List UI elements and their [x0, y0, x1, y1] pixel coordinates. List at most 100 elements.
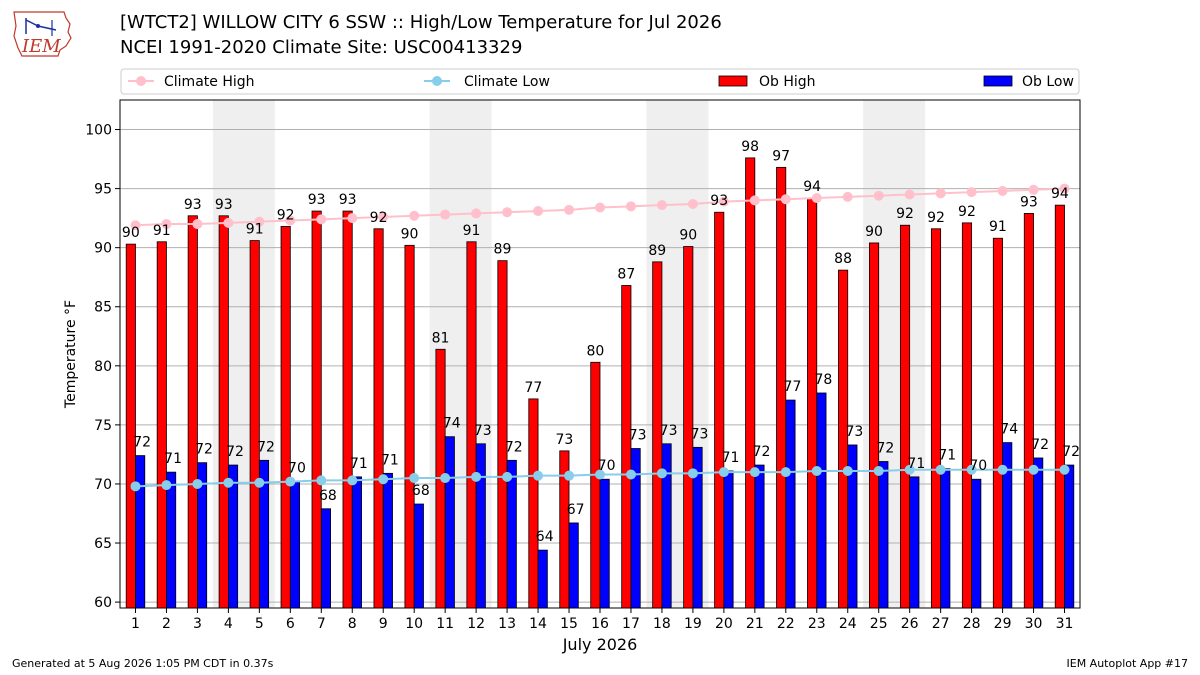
- ob-low-label: 71: [350, 456, 368, 472]
- climate-high-point: [471, 208, 482, 219]
- x-tick-label: 16: [591, 616, 609, 632]
- x-tick-label: 7: [317, 616, 326, 632]
- ob-high-label: 93: [215, 197, 233, 213]
- climate-low-point: [564, 470, 575, 481]
- ob-low-label: 71: [164, 451, 182, 467]
- climate-high-point: [718, 196, 729, 207]
- ob-low-bar: [661, 443, 672, 609]
- ob-low-bar: [909, 476, 920, 609]
- x-tick-label: 31: [1056, 616, 1074, 632]
- ob-high-label: 90: [679, 227, 697, 243]
- climate-high-point: [749, 195, 760, 206]
- ob-high-bar: [187, 215, 198, 609]
- ob-high-label: 87: [617, 266, 635, 282]
- climate-low-point: [595, 469, 605, 480]
- climate-low-point: [904, 464, 915, 475]
- ob-high-label: 92: [958, 204, 976, 220]
- chart-subtitle: NCEI 1991-2020 Climate Site: USC00413329: [120, 37, 523, 58]
- x-tick-label: 26: [901, 616, 919, 632]
- ob-low-label: 72: [1031, 437, 1049, 453]
- ob-high-bar: [342, 210, 353, 609]
- ob-low-bar: [754, 464, 765, 609]
- ob-low-bar: [599, 478, 610, 609]
- ob-low-bar: [382, 472, 393, 609]
- ob-low-bar: [940, 468, 951, 609]
- climate-high-point: [997, 185, 1008, 196]
- climate-high-point: [1028, 184, 1039, 195]
- x-tick-label: 28: [963, 616, 981, 632]
- ob-low-bar: [1064, 464, 1075, 609]
- climate-low-point: [161, 480, 172, 491]
- ob-low-bar: [444, 436, 455, 609]
- ob-low-bar: [537, 549, 548, 609]
- x-tick-label: 17: [622, 616, 640, 632]
- climate-high-point: [192, 219, 203, 230]
- climate-low-point: [935, 464, 946, 475]
- ob-low-label: 72: [195, 442, 213, 458]
- ob-high-label: 91: [153, 223, 171, 239]
- ob-low-label: 72: [133, 435, 151, 451]
- climate-low-point: [842, 465, 853, 476]
- x-tick-label: 18: [653, 616, 671, 632]
- climate-high-point: [564, 204, 575, 215]
- climate-low-point: [378, 474, 389, 485]
- climate-low-point: [254, 477, 265, 488]
- ob-low-label: 74: [1000, 422, 1018, 438]
- ob-low-label: 72: [257, 439, 275, 455]
- ob-high-label: 93: [1020, 194, 1038, 210]
- ob-high-bar: [311, 210, 322, 609]
- climate-low-point: [687, 468, 698, 479]
- y-tick-label: 75: [94, 418, 112, 434]
- climate-high-point: [1059, 183, 1070, 194]
- ob-high-label: 90: [401, 226, 419, 242]
- climate-low-point: [625, 469, 636, 480]
- ob-high-label: 89: [648, 243, 666, 259]
- y-tick-label: 70: [94, 477, 112, 493]
- legend-ob-low-label: Ob Low: [1022, 74, 1074, 90]
- x-tick-label: 30: [1025, 616, 1043, 632]
- ob-low-bar: [723, 470, 734, 609]
- ob-high-bar: [745, 157, 756, 609]
- ob-low-bar: [878, 461, 889, 609]
- ob-low-label: 72: [753, 444, 771, 460]
- climate-high-point: [440, 209, 451, 220]
- x-tick-label: 21: [746, 616, 764, 632]
- ob-high-label: 88: [834, 251, 852, 267]
- ob-high-bar: [528, 398, 539, 609]
- x-tick-label: 19: [684, 616, 702, 632]
- climate-high-point: [780, 194, 791, 205]
- climate-low-point: [811, 465, 822, 476]
- climate-high-point: [842, 191, 853, 202]
- climate-low-point: [471, 471, 482, 482]
- ob-high-bar: [714, 211, 725, 609]
- climate-low-point: [1028, 464, 1039, 475]
- x-tick-label: 3: [193, 616, 202, 632]
- x-tick-label: 6: [286, 616, 295, 632]
- legend-climate-high-marker: [136, 76, 146, 86]
- y-tick-label: 100: [85, 123, 112, 139]
- ob-low-label: 71: [907, 456, 925, 472]
- x-tick-label: 4: [224, 616, 233, 632]
- climate-low-point: [780, 467, 791, 478]
- climate-high-point: [316, 214, 327, 225]
- y-tick-label: 65: [94, 536, 112, 552]
- climate-high-point: [223, 217, 234, 228]
- climate-low-point: [873, 465, 884, 476]
- legend-box: [120, 68, 1080, 95]
- legend-ob-high-swatch: [718, 75, 748, 87]
- climate-low-point: [966, 464, 977, 475]
- ob-low-label: 68: [412, 483, 430, 499]
- ob-high-bar: [590, 361, 601, 609]
- ob-low-label: 73: [660, 423, 678, 439]
- ob-low-bar: [135, 455, 146, 609]
- ob-low-bar: [568, 522, 579, 609]
- climate-high-point: [502, 207, 513, 218]
- x-tick-label: 14: [529, 616, 547, 632]
- plot-frame: [119, 99, 1081, 609]
- ob-high-bar: [373, 228, 384, 609]
- climate-high-point: [285, 215, 296, 226]
- ob-high-label: 94: [1051, 186, 1069, 202]
- climate-high-point: [347, 213, 358, 224]
- y-axis-label: Temperature °F: [63, 300, 79, 409]
